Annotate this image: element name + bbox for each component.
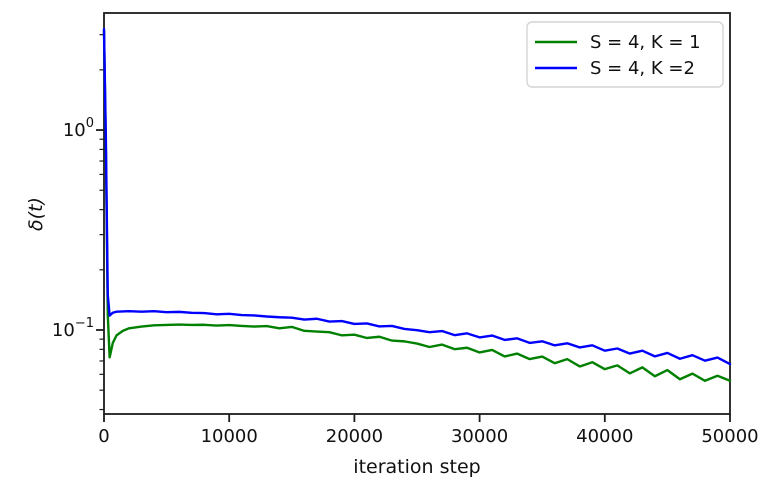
legend-entry-label: S = 4, K = 1: [590, 32, 701, 53]
x-tick-label: 30000: [451, 426, 508, 447]
series-line: [102, 29, 732, 382]
x-tick-label: 20000: [326, 426, 383, 447]
y-axis-major-ticks: 100 10−1: [52, 116, 104, 341]
data-series: [102, 27, 732, 382]
x-tick-label: 10000: [201, 426, 258, 447]
y-axis-title: δ(t): [25, 197, 47, 231]
legend: S = 4, K = 1 S = 4, K =2: [526, 21, 724, 88]
y-tick-label: 10−1: [52, 316, 94, 341]
x-axis-ticks: 0 10000 20000 30000 40000 50000: [98, 414, 759, 447]
legend-entry-label: S = 4, K =2: [590, 58, 695, 79]
y-tick-label: 100: [63, 116, 94, 141]
plot-area-border: [103, 12, 731, 415]
x-tick-label: 0: [98, 426, 109, 447]
x-tick-label: 50000: [701, 426, 758, 447]
x-tick-label: 40000: [576, 426, 633, 447]
y-axis-minor-ticks: [99, 34, 104, 411]
x-axis-title: iteration step: [353, 456, 480, 478]
series-line: [102, 27, 732, 366]
legend-box: [526, 21, 724, 88]
